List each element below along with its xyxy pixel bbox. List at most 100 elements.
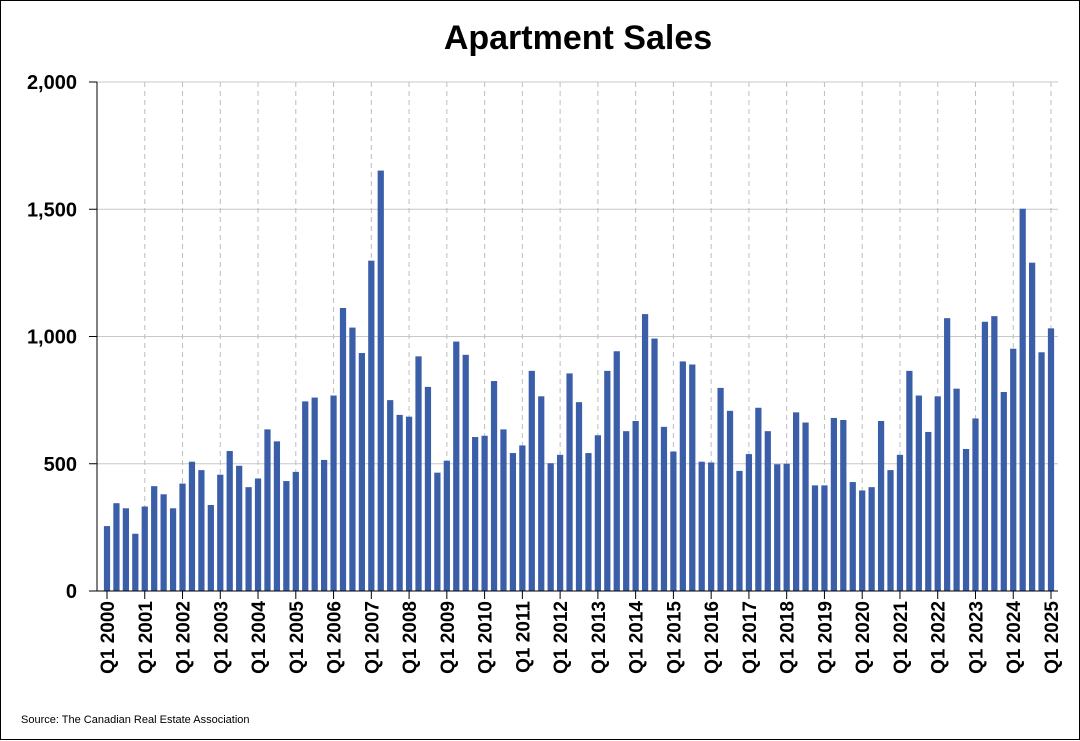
- bar: [868, 487, 875, 591]
- bar: [245, 487, 252, 591]
- bar: [896, 454, 904, 591]
- bar: [660, 426, 668, 591]
- bar: [330, 395, 337, 591]
- bar: [906, 370, 913, 591]
- bar: [198, 470, 205, 591]
- bar: [736, 470, 743, 591]
- x-tick-label: Q1 2025: [1042, 601, 1063, 674]
- bar: [698, 461, 705, 591]
- bar: [103, 526, 111, 591]
- bar: [991, 316, 998, 591]
- bar: [811, 485, 819, 591]
- bar: [585, 453, 592, 591]
- x-tick-label: Q1 2006: [325, 601, 346, 674]
- bar: [387, 400, 394, 592]
- bar: [424, 386, 432, 591]
- x-tick-label: Q1 2022: [929, 601, 950, 674]
- bar: [273, 441, 281, 591]
- bar: [887, 470, 894, 591]
- bar: [264, 429, 271, 591]
- bar: [405, 416, 413, 591]
- x-tick-label: Q1 2002: [174, 601, 195, 674]
- bar: [745, 454, 753, 591]
- bar: [509, 453, 517, 591]
- bar: [217, 474, 224, 591]
- bar: [490, 381, 498, 591]
- bar: [349, 327, 356, 591]
- bar: [368, 260, 375, 591]
- x-tick-label: Q1 2023: [966, 601, 987, 674]
- bar: [358, 353, 365, 591]
- x-tick-label: Q1 2003: [211, 601, 232, 674]
- bar: [594, 435, 601, 591]
- bar: [623, 431, 630, 591]
- bar: [141, 506, 148, 591]
- x-tick-label: Q1 2000: [98, 601, 119, 674]
- bar: [528, 370, 535, 591]
- bar: [339, 308, 347, 591]
- bar: [708, 462, 715, 591]
- bar: [726, 410, 734, 591]
- bar: [632, 420, 639, 591]
- bar: [283, 481, 290, 591]
- chart-title: Apartment Sales: [444, 19, 712, 57]
- bar: [443, 460, 450, 591]
- bars-layer: [103, 170, 1055, 592]
- bar: [415, 356, 422, 591]
- bar: [679, 361, 686, 591]
- bar: [462, 354, 469, 591]
- bar: [1010, 348, 1017, 591]
- bar: [821, 485, 828, 591]
- bar: [1000, 391, 1007, 591]
- bar: [538, 396, 545, 591]
- bar: [953, 388, 960, 591]
- x-tick-label: Q1 2015: [664, 601, 685, 674]
- bar: [972, 418, 979, 591]
- x-tick-label: Q1 2019: [815, 601, 836, 674]
- bar: [877, 420, 885, 591]
- bar: [830, 417, 837, 591]
- bar: [557, 454, 564, 591]
- bar: [1019, 208, 1026, 592]
- bar: [934, 396, 941, 591]
- x-axis-ticks: Q1 2000 Q1 2001 Q1 2002 Q1 2003 Q1 2004 Q1 20…: [98, 591, 1063, 674]
- bar: [764, 431, 771, 591]
- bar: [292, 471, 299, 591]
- y-tick-label: 2,000: [27, 72, 77, 94]
- bar: [962, 448, 970, 591]
- bar: [188, 461, 196, 591]
- x-tick-label: Q1 2011: [513, 601, 534, 673]
- x-tick-label: Q1 2009: [438, 601, 459, 674]
- bar: [1038, 352, 1045, 591]
- bar: [1029, 262, 1036, 591]
- y-tick-label: 1,000: [27, 327, 77, 349]
- x-tick-label: Q1 2024: [1004, 601, 1025, 674]
- x-tick-label: Q1 2010: [476, 601, 497, 674]
- bar: [575, 402, 583, 591]
- bar: [717, 387, 724, 591]
- bar: [1047, 328, 1055, 591]
- source-note: Source: The Canadian Real Estate Associa…: [21, 714, 250, 726]
- bar: [226, 451, 233, 591]
- bar: [453, 341, 460, 591]
- bar: [169, 508, 177, 591]
- bar: [840, 419, 847, 591]
- bar: [944, 318, 951, 591]
- bar: [641, 314, 649, 591]
- bar: [689, 364, 696, 591]
- bar: [604, 370, 611, 591]
- y-tick-label: 1,500: [27, 199, 77, 221]
- bar: [396, 414, 403, 591]
- bar: [160, 494, 167, 591]
- bar: [783, 463, 790, 591]
- x-tick-label: Q1 2021: [891, 601, 912, 674]
- bar: [377, 170, 384, 591]
- x-tick-label: Q1 2020: [853, 601, 874, 674]
- bar: [236, 465, 243, 591]
- bar: [925, 431, 932, 591]
- x-tick-label: Q1 2001: [136, 601, 157, 674]
- bar: [321, 459, 328, 591]
- bar: [613, 351, 620, 591]
